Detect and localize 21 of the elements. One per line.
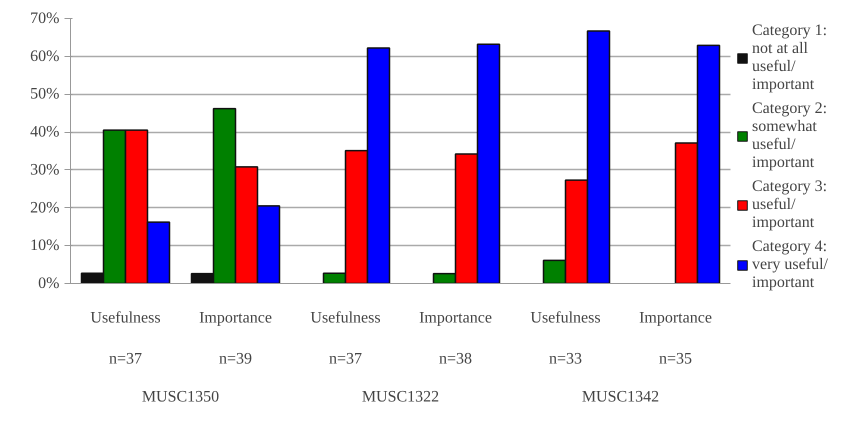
y-tick-label: 20% (30, 199, 60, 216)
category-label: Usefulness n=33 (530, 310, 601, 368)
y-tick-label: 70% (30, 10, 60, 27)
legend-label: Category 3: useful/important (752, 178, 828, 232)
legend-label: Category 2: somewhat useful/important (752, 100, 828, 172)
y-tick-label: 30% (30, 161, 60, 178)
y-tick-label: 60% (30, 48, 60, 65)
legend-label: Category 4: very useful/important (752, 238, 828, 292)
category-label: Usefulness n=37 (310, 310, 381, 368)
text: MUSC1350 (142, 388, 220, 406)
legend-label: Category 1: not at all useful/important (752, 22, 828, 94)
category-label: Usefulness n=37 (90, 310, 161, 368)
text: MUSC1322 (362, 388, 440, 406)
y-tick-label: 0% (38, 275, 60, 292)
y-tick-label: 40% (30, 124, 60, 141)
y-tick-label: 50% (30, 86, 60, 103)
text: MUSC1342 (582, 388, 660, 406)
category-label: Importance n=35 (639, 310, 712, 368)
y-tick-label: 10% (30, 237, 60, 254)
category-label: Importance n=39 (199, 310, 272, 368)
category-label: Importance n=38 (419, 310, 492, 368)
